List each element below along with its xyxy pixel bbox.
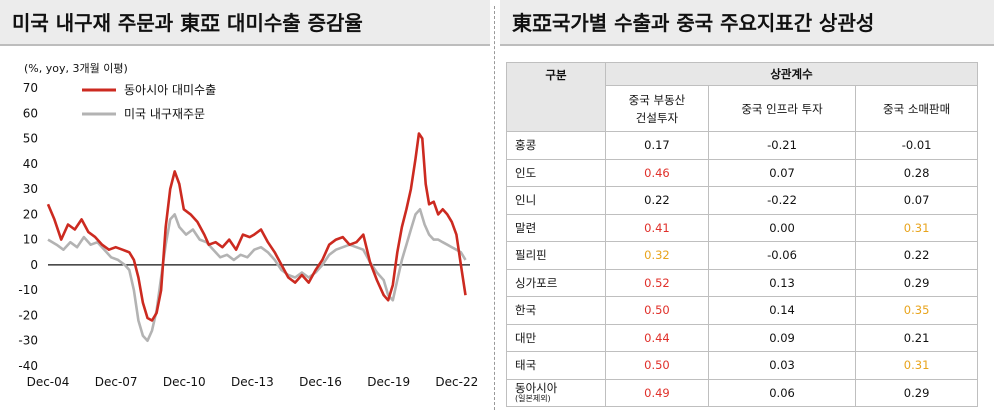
table-cell: 0.22 [605,186,709,215]
table-cell: 0.07 [707,158,857,187]
x-tick-label: Dec-10 [163,375,206,389]
sub-header-1: 중국 인프라 투자 [707,85,857,132]
table-cell: 0.32 [605,241,709,270]
correlation-table: 구분 상관계수 중국 부동산 건설투자 중국 인프라 투자 중국 소매판매 홍콩 0.1… [506,62,978,407]
y-tick-label: 60 [23,106,38,120]
y-tick-label: 20 [23,207,38,221]
y-tick-label: 30 [23,182,38,196]
table-row: 대만 0.44 0.09 0.21 [506,323,978,352]
table-cell: 0.28 [855,158,978,187]
y-tick-label: -20 [18,308,38,322]
table-cell: -0.22 [707,186,857,215]
table-cell: 0.44 [605,323,709,352]
table-cell: 0.41 [605,213,709,242]
y-tick-label: 40 [23,157,38,171]
table-cell: 0.35 [855,296,978,325]
chart-axes: -40 -30 -20 -10 0 10 20 30 40 50 60 70 Dec-04 Dec-07 D… [18,81,478,389]
y-tick-label: -10 [18,283,38,297]
x-tick-label: Dec-22 [435,375,478,389]
y-tick-label: 70 [23,81,38,95]
table-row: 인니 0.22 -0.22 0.07 [506,186,978,215]
table-row: 동아시아 (일본제외) 0.49 0.06 0.29 [506,378,978,407]
row-label: 필리핀 [506,241,606,270]
table-cell: 0.00 [707,213,857,242]
row-label: 싱가포르 [506,268,606,297]
table-body: 홍콩 0.17 -0.21 -0.01 인도 0.46 0.07 0.28 인니 0.22 -0.2… [506,131,978,407]
table-cell: 0.52 [605,268,709,297]
y-tick-label: 50 [23,132,38,146]
left-panel-title: 미국 내구재 주문과 東亞 대미수출 증감율 [0,0,490,46]
table-cell: 0.09 [707,323,857,352]
legend-label: 미국 내구재주문 [124,107,205,121]
panel-divider [494,6,495,410]
x-tick-label: Dec-16 [299,375,342,389]
row-label: 홍콩 [506,131,606,160]
col-group-header: 구분 [506,62,606,132]
table-row: 필리핀 0.32 -0.06 0.22 [506,241,978,270]
x-tick-label: Dec-13 [231,375,274,389]
table-cell: 0.06 [707,378,857,407]
sub-header-2: 중국 소매판매 [855,85,978,132]
table-cell: 0.17 [605,131,709,160]
series-line-0 [46,132,467,322]
table-cell: 0.13 [707,268,857,297]
table-cell: 0.46 [605,158,709,187]
unit-label: (%, yoy, 3개월 이평) [24,62,128,75]
table-cell: 0.22 [855,241,978,270]
table-cell: -0.06 [707,241,857,270]
table-cell: 0.29 [855,378,978,407]
row-label: 대만 [506,323,606,352]
table-cell: -0.01 [855,131,978,160]
corr-header: 상관계수 [605,62,978,86]
row-label: 한국 [506,296,606,325]
table-cell: 0.50 [605,296,709,325]
y-tick-label: 10 [23,233,38,247]
x-tick-label: Dec-04 [27,375,70,389]
legend-label: 동아시아 대미수출 [124,83,216,97]
table-cell: 0.31 [855,351,978,380]
table-cell: 0.03 [707,351,857,380]
table-cell: 0.07 [855,186,978,215]
table-cell: 0.21 [855,323,978,352]
table-cell: -0.21 [707,131,857,160]
line-chart: -40 -30 -20 -10 0 10 20 30 40 50 60 70 Dec-04 Dec-07 D… [18,62,478,389]
table-row: 인도 0.46 0.07 0.28 [506,158,978,187]
series-line-1 [47,208,467,342]
y-tick-label: -40 [18,359,38,373]
table-row: 홍콩 0.17 -0.21 -0.01 [506,131,978,160]
row-label: 말련 [506,213,606,242]
table-row: 태국 0.50 0.03 0.31 [506,351,978,380]
row-label: 태국 [506,351,606,380]
row-label: 동아시아 (일본제외) [506,378,606,407]
right-panel-title: 東亞국가별 수출과 중국 주요지표간 상관성 [500,0,994,46]
y-tick-label: -30 [18,334,38,348]
sub-header-row: 중국 부동산 건설투자 중국 인프라 투자 중국 소매판매 [507,85,978,132]
x-tick-label: Dec-07 [95,375,138,389]
table-cell: 0.31 [855,213,978,242]
sub-header-0: 중국 부동산 건설투자 [605,85,709,132]
table-row: 말련 0.41 0.00 0.31 [506,213,978,242]
table-row: 싱가포르 0.52 0.13 0.29 [506,268,978,297]
y-tick-label: 0 [30,258,38,272]
table-cell: 0.49 [605,378,709,407]
x-tick-label: Dec-19 [367,375,410,389]
table-cell: 0.14 [707,296,857,325]
table-cell: 0.50 [605,351,709,380]
table-cell: 0.29 [855,268,978,297]
chart-lines [46,132,467,342]
row-label: 인니 [506,186,606,215]
row-label: 인도 [506,158,606,187]
table-row: 한국 0.50 0.14 0.35 [506,296,978,325]
